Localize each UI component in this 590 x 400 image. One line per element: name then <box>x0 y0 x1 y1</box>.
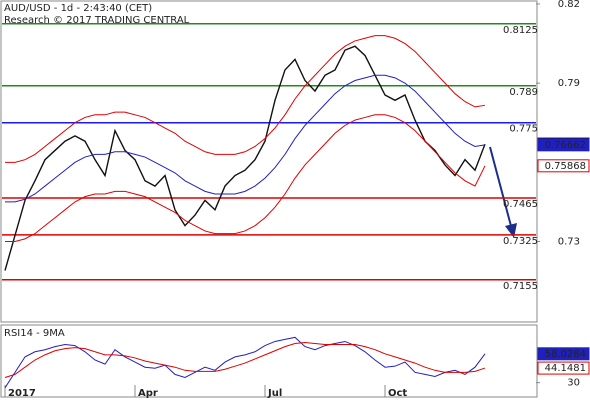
x-tick-label: Jul <box>267 388 282 399</box>
level-label: 0.789 <box>509 87 538 98</box>
last-value-box <box>537 138 590 152</box>
last-value-label: 0.75868 <box>545 161 586 172</box>
last-value-label: 0.76662 <box>545 140 586 151</box>
y-tick-label: 30 <box>567 378 580 389</box>
rsi-title: RSI14 - 9MA <box>4 328 65 339</box>
series-line <box>4 45 486 271</box>
chart-title: AUD/USD - 1d - 2:43:40 (CET) <box>4 3 152 14</box>
level-label: 0.775 <box>509 124 538 135</box>
last-value-box <box>537 347 590 361</box>
x-tick-label: Apr <box>138 388 158 399</box>
series-line <box>5 35 486 163</box>
x-tick-label: 2017 <box>8 388 36 399</box>
last-value-box <box>537 159 590 173</box>
forecast-arrow <box>489 146 512 227</box>
x-tick-label: Oct <box>388 388 407 399</box>
level-label: 0.8125 <box>503 25 538 36</box>
y-tick-label: 0.82 <box>558 0 580 10</box>
level-label: 0.7325 <box>503 236 538 247</box>
price-panel <box>0 0 538 323</box>
level-label: 0.7465 <box>503 199 538 210</box>
rsi-panel <box>0 324 538 398</box>
last-value-label: 58.0284 <box>545 349 586 360</box>
series-line <box>5 114 486 242</box>
series-line <box>4 336 486 389</box>
last-value-label: 44.1481 <box>545 363 586 374</box>
chart-subtitle: Research © 2017 TRADING CENTRAL <box>4 15 190 26</box>
series-line <box>5 74 486 203</box>
y-tick-label: 0.79 <box>558 78 580 89</box>
y-tick-label: 0.73 <box>558 237 580 248</box>
last-value-box <box>537 361 590 375</box>
level-label: 0.7155 <box>503 281 538 292</box>
series-line <box>4 341 486 378</box>
